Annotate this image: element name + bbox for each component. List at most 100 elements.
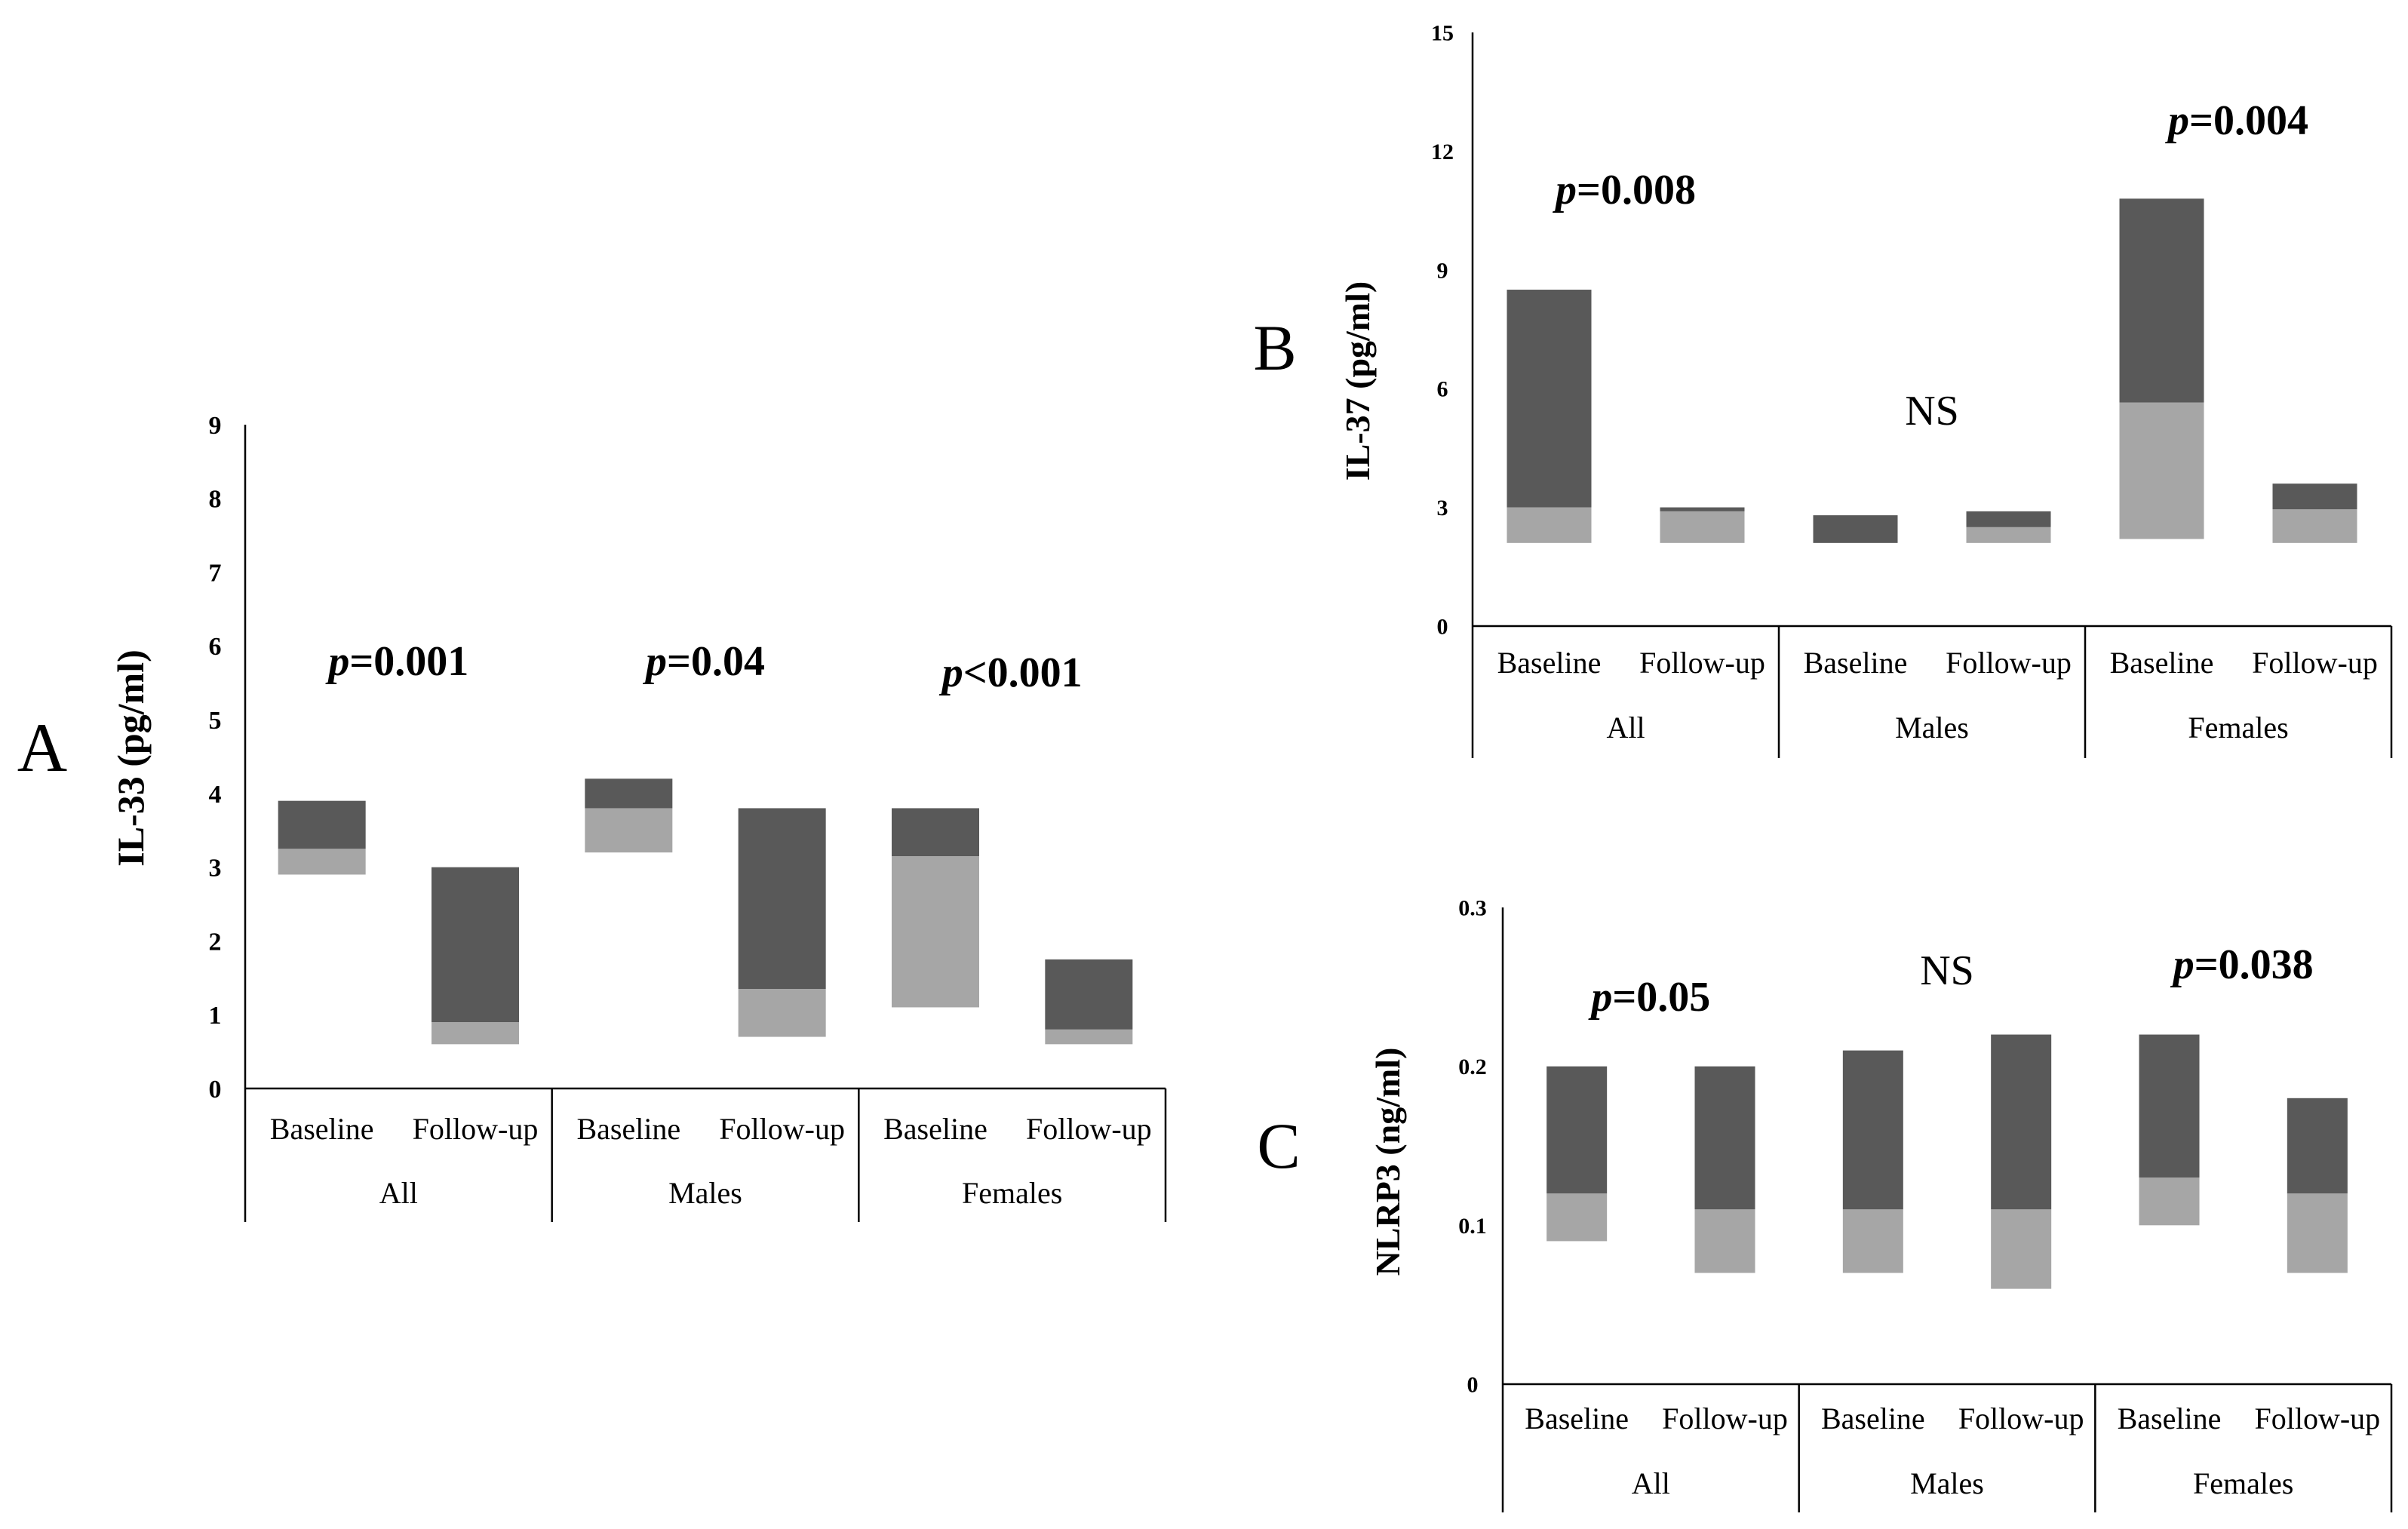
bar-segment-upper <box>1045 959 1133 1030</box>
x-group-label: All <box>379 1176 418 1210</box>
bar-segment-upper <box>278 800 366 849</box>
x-group-label: All <box>1606 711 1645 745</box>
bar-segment-upper <box>1694 1066 1755 1210</box>
x-group-label: Males <box>1895 711 1969 745</box>
panel-a-chart: A IL-33 (pg/ml) 0 1 2 3 4 5 6 7 8 9 Baseline Follow-u… <box>17 412 1167 1222</box>
x-category-label: Baseline <box>1804 646 1908 680</box>
panel-label: B <box>1253 312 1296 384</box>
bar-segment-lower <box>1507 507 1592 543</box>
y-tick-label: 9 <box>1437 258 1448 283</box>
x-category-label: Baseline <box>1525 1402 1629 1435</box>
bar-segment-lower <box>738 989 826 1037</box>
x-category-label: Baseline <box>883 1112 987 1146</box>
y-axis-title: IL-37 (pg/ml) <box>1338 281 1377 481</box>
bar-segment-lower <box>1660 511 1745 543</box>
bar-segment-upper <box>432 867 519 1022</box>
p-value-annotation: p=0.05 <box>1588 974 1710 1021</box>
bar-segment-lower <box>2139 1177 2200 1226</box>
y-tick-label: 0 <box>209 1076 222 1104</box>
bar-segment-upper <box>2119 198 2204 403</box>
x-category-label: Follow-up <box>413 1112 539 1146</box>
panel-c-chart: C NLRP3 (ng/ml) 0 0.1 0.2 0.3 Baseline Follow-u… <box>1257 896 2393 1512</box>
x-category-label: Baseline <box>270 1112 374 1146</box>
y-tick-label: 0.3 <box>1458 896 1487 921</box>
bar-segment-upper <box>2139 1034 2200 1178</box>
bar-segment-lower <box>2119 402 2204 539</box>
bar-segment-lower <box>2287 1193 2348 1273</box>
x-group-label: All <box>1632 1466 1670 1500</box>
y-tick-label: 3 <box>1437 496 1448 520</box>
x-category-label: Baseline <box>576 1112 680 1146</box>
y-tick-label: 6 <box>1437 377 1448 402</box>
y-tick-label: 4 <box>209 781 222 809</box>
x-category-label: Follow-up <box>1958 1402 2084 1435</box>
x-group-label: Males <box>1910 1466 1984 1500</box>
y-tick-label: 0 <box>1467 1373 1479 1398</box>
x-group-label: Females <box>962 1176 1062 1210</box>
y-tick-label: 2 <box>209 928 222 956</box>
y-tick-label: 8 <box>209 486 222 514</box>
bar-segment-upper <box>585 778 673 809</box>
p-value-annotation: p<0.001 <box>939 649 1083 696</box>
bar-segment-upper <box>1507 290 1592 508</box>
x-category-label: Baseline <box>2110 646 2214 680</box>
bar-segment-lower <box>1966 527 2051 543</box>
x-category-label: Follow-up <box>1946 646 2072 680</box>
bar-segment-upper <box>1813 515 1898 543</box>
bar-segment-upper <box>738 808 826 989</box>
y-tick-label: 0.1 <box>1458 1214 1487 1239</box>
bar-segment-lower <box>1045 1029 1133 1045</box>
y-tick-label: 9 <box>209 412 222 440</box>
p-value-annotation: p=0.008 <box>1553 167 1696 213</box>
x-category-label: Follow-up <box>1639 646 1765 680</box>
bar-segment-upper <box>2272 484 2357 510</box>
x-category-label: Follow-up <box>2254 1402 2380 1435</box>
bar-segment-upper <box>892 808 979 856</box>
p-value-annotation: p=0.001 <box>325 638 468 685</box>
y-axis-title: NLRP3 (ng/ml) <box>1368 1048 1407 1276</box>
x-category-label: Follow-up <box>1662 1402 1788 1435</box>
panel-b-chart: B IL-37 (pg/ml) 0 3 6 9 12 15 Baseline Follow-up A… <box>1253 21 2393 758</box>
bar-segment-lower <box>1842 1209 1903 1273</box>
bar-segment-upper <box>1842 1050 1903 1210</box>
x-category-label: Follow-up <box>2252 646 2378 680</box>
x-category-label: Baseline <box>2118 1402 2222 1435</box>
panel-label: C <box>1257 1110 1300 1182</box>
x-category-label: Baseline <box>1497 646 1602 680</box>
bar-segment-lower <box>1991 1209 2052 1289</box>
bar-segment-upper <box>1991 1034 2052 1210</box>
p-value-annotation: p=0.04 <box>643 638 765 685</box>
y-tick-label: 0.2 <box>1458 1055 1487 1079</box>
y-tick-label: 1 <box>209 1002 222 1030</box>
x-group-label: Males <box>668 1176 742 1210</box>
bar-segment-lower <box>892 856 979 1008</box>
y-tick-label: 0 <box>1437 615 1448 640</box>
bar-segment-upper <box>1966 511 2051 527</box>
bar-segment-lower <box>278 849 366 875</box>
y-tick-label: 5 <box>209 707 222 735</box>
x-group-label: Females <box>2188 711 2288 745</box>
bar-segment-lower <box>585 808 673 853</box>
panel-label: A <box>17 709 67 786</box>
bar-segment-lower <box>1546 1193 1608 1242</box>
bar-segment-upper <box>1546 1066 1608 1194</box>
y-tick-label: 7 <box>209 559 222 587</box>
p-value-annotation: p=0.038 <box>2170 941 2314 988</box>
ns-annotation: NS <box>1920 947 1974 994</box>
y-tick-label: 6 <box>209 633 222 661</box>
bar-segment-upper <box>2287 1098 2348 1194</box>
bar-segment-upper <box>1660 507 1745 511</box>
bar-segment-lower <box>2272 509 2357 543</box>
y-tick-label: 15 <box>1431 21 1454 46</box>
p-value-annotation: p=0.004 <box>2165 97 2308 144</box>
y-axis-title: IL-33 (pg/ml) <box>109 649 152 867</box>
x-category-label: Follow-up <box>719 1112 845 1146</box>
x-category-label: Follow-up <box>1026 1112 1152 1146</box>
x-group-label: Females <box>2193 1466 2293 1500</box>
bar-segment-lower <box>432 1022 519 1045</box>
x-category-label: Baseline <box>1821 1402 1925 1435</box>
bar-segment-lower <box>1694 1209 1755 1273</box>
y-tick-label: 12 <box>1431 140 1454 164</box>
y-tick-label: 3 <box>209 855 222 883</box>
